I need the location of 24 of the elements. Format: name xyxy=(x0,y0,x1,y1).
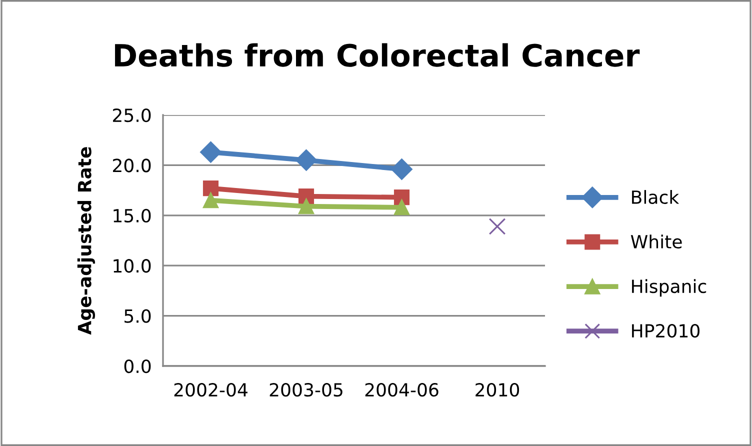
y-tick-label: 25.0 xyxy=(113,108,151,122)
point xyxy=(296,150,317,171)
point xyxy=(200,141,222,163)
x-tick-label: 2004-06 xyxy=(365,382,438,397)
y-axis-title: Age-adjusted Rate xyxy=(77,147,96,335)
legend-label: Black xyxy=(632,190,680,204)
point xyxy=(202,180,219,196)
point xyxy=(394,200,410,216)
chart-title: Deaths from Colorectal Cancer xyxy=(115,43,640,67)
point xyxy=(488,218,506,235)
y-tick-label: 15.0 xyxy=(114,208,151,223)
x-tick-label: 2003-05 xyxy=(270,382,342,397)
legend-label: White xyxy=(630,234,682,249)
x-tick-label: 2010 xyxy=(476,382,520,397)
y-tick-label: 5.0 xyxy=(124,309,151,323)
legend-label: Hispanic xyxy=(632,279,706,297)
legend-label: HP2010 xyxy=(632,324,700,338)
x-tick-label: 2002-04 xyxy=(174,382,248,397)
y-tick-label: 20.0 xyxy=(113,158,151,172)
point xyxy=(298,198,314,214)
y-tick-label: 0.0 xyxy=(124,359,151,374)
y-tick-label: 10.0 xyxy=(114,259,151,273)
point xyxy=(202,192,219,208)
point xyxy=(391,158,412,180)
